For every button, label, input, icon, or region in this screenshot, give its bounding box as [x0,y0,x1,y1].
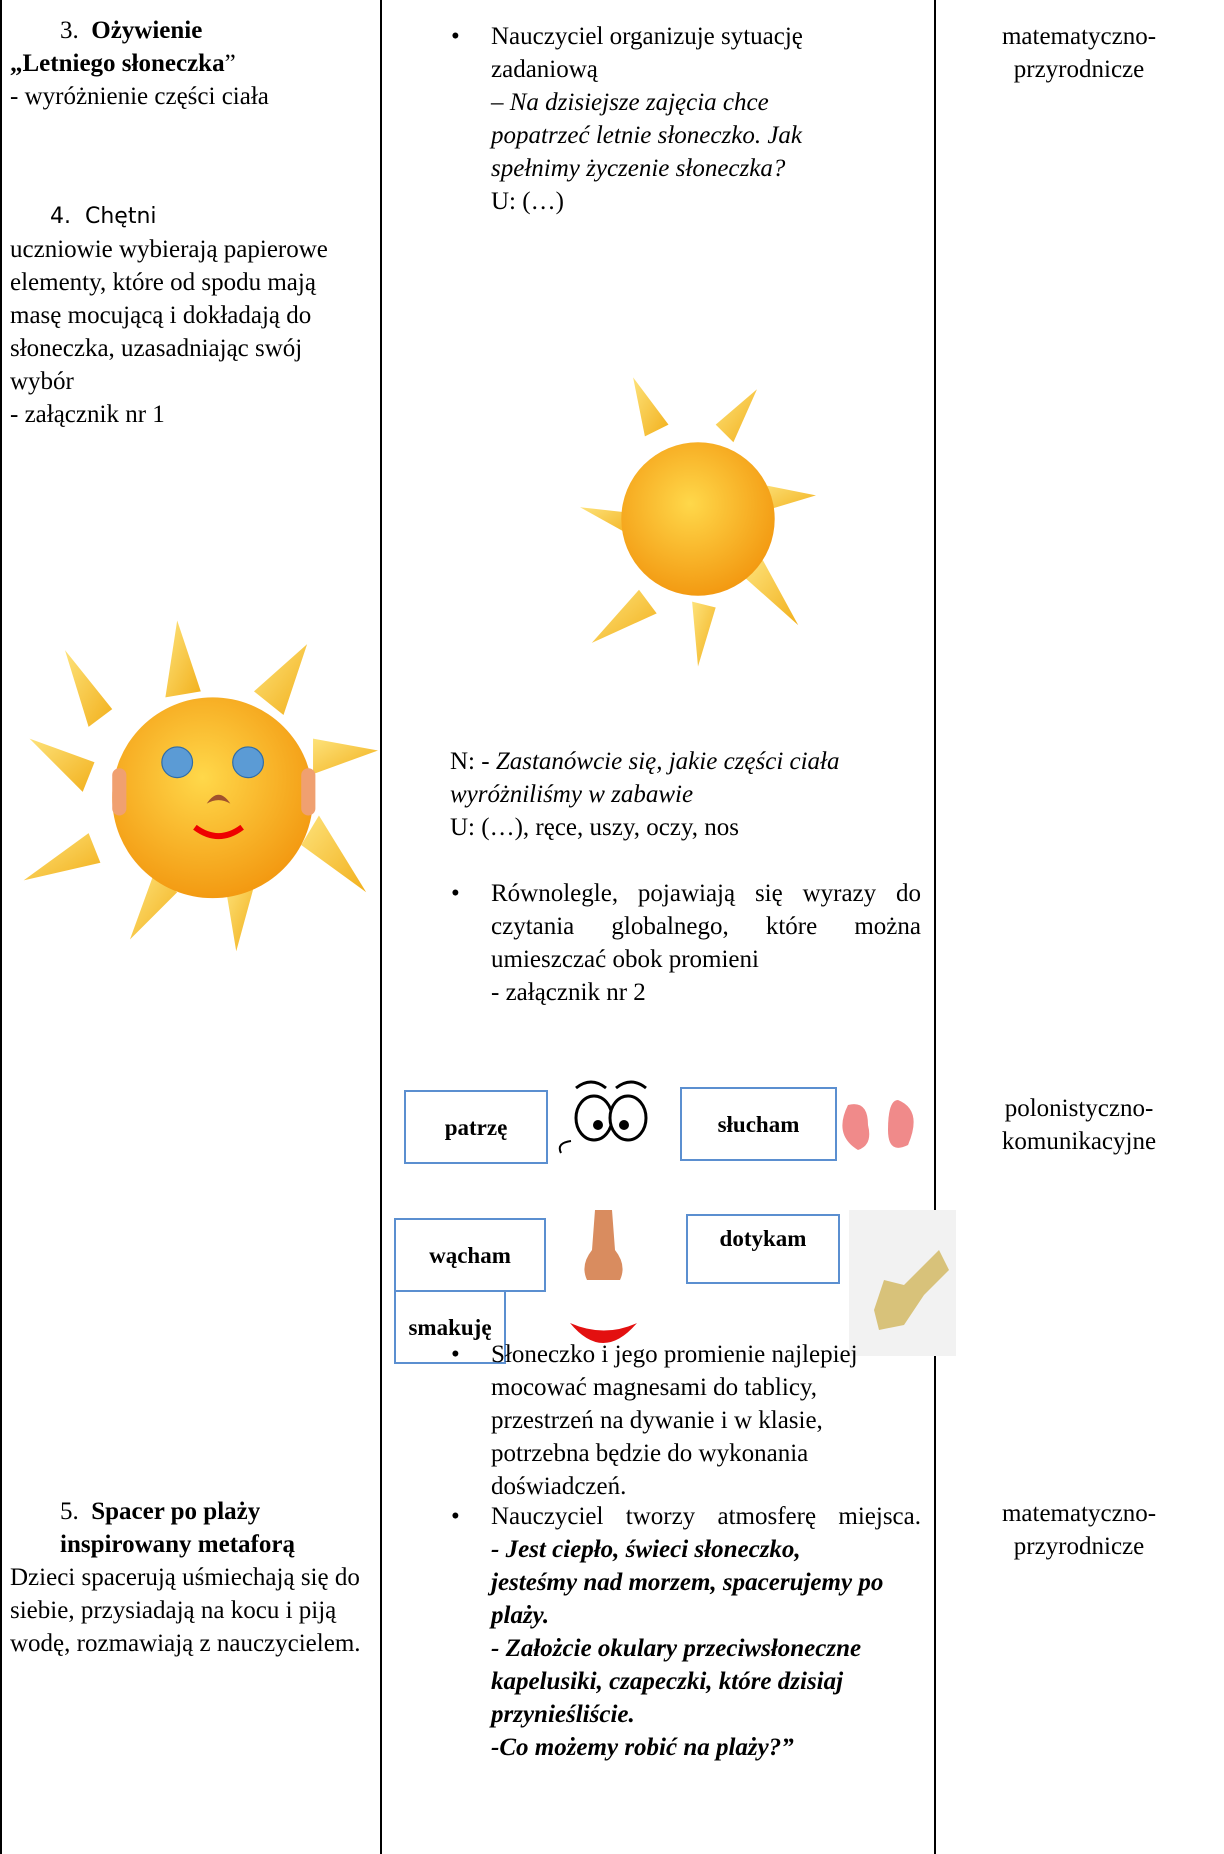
quote: - Założcie okulary przeciwsłoneczne kape… [491,1635,862,1728]
area-line: komunikacyjne [1001,1128,1157,1155]
bullet: Nauczyciel organizuje sytuację zadaniową… [451,20,911,218]
word-card: słucham [680,1087,837,1161]
eyes-image [558,1080,648,1154]
word-card: wącham [394,1218,546,1292]
text: Nauczyciel tworzy atmosferę miejsca. [491,1503,921,1530]
number: 5. [60,1498,79,1525]
quote: -Co możemy robić na plaży?” [491,1734,794,1761]
text: Równolegle, pojawiają się wyrazy do czyt… [491,880,921,973]
area-line: polonistyczno- [1004,1095,1154,1122]
text: Dzieci spacerują uśmiechają się do siebi… [10,1564,361,1657]
title: Ożywienie [91,17,203,44]
word-card: smakuję [394,1290,506,1364]
text: Nauczyciel organizuje sytuację zadaniową [491,23,803,83]
number: 3. [60,17,79,44]
area: matematyczno- przyrodnicze [934,1497,1224,1563]
activity: 4. Chętni uczniowie wybierają papierowe … [10,200,360,431]
area: matematyczno- przyrodnicze [934,20,1224,86]
title: „Letniego słoneczka [10,50,225,77]
quote: – Na dzisiejsze zajęcia chce popatrzeć l… [491,89,803,182]
quote-mark: ” [224,50,236,77]
nose-image [584,1210,623,1280]
quote: Zastanówcie się, jakie części ciała wyró… [450,748,840,808]
quote: - Jest ciepło, świeci słoneczko, jesteśm… [491,1536,884,1629]
answer: U: (…) [491,188,564,215]
word-card: dotykam [686,1214,840,1284]
area: polonistyczno- komunikacyjne [934,1092,1224,1158]
area-line: przyrodnicze [1013,1533,1145,1560]
activity: 5. Spacer po plaży inspirowany metaforą … [10,1495,370,1660]
text: Słoneczko i jego promienie najlepiej moc… [491,1341,858,1500]
text: uczniowie wybierają papierowe elementy, … [10,236,328,395]
activity: 3. Ożywienie „Letniego słoneczka” - wyró… [10,14,370,113]
area-line: matematyczno- [1001,1500,1157,1527]
bullet: Nauczyciel tworzy atmosferę miejsca. - J… [451,1500,921,1764]
border [934,0,936,1854]
border [0,0,2,1854]
lead: Chętni [85,204,157,229]
desc: - wyróżnienie części ciała [10,83,269,110]
title: Spacer po plaży inspirowany metaforą [60,1498,295,1558]
bullet: Słoneczko i jego promienie najlepiej moc… [451,1338,911,1503]
note: - załącznik nr 2 [491,979,646,1006]
area-line: matematyczno- [1001,23,1157,50]
sun-face-image [23,620,378,952]
ears-image [842,1100,914,1150]
note: - załącznik nr 1 [10,401,165,428]
dialogue: N: - Zastanówcie się, jakie części ciała… [450,745,910,844]
bullet: Równolegle, pojawiają się wyrazy do czyt… [451,877,921,1009]
word-card: patrzę [404,1090,548,1164]
border [380,0,382,1854]
speaker: N: - [450,748,490,775]
area-line: przyrodnicze [1013,56,1145,83]
sun-image [580,377,816,667]
hand-image [849,1210,956,1356]
number: 4. [50,204,71,229]
answer: U: (…), ręce, uszy, oczy, nos [450,814,740,841]
